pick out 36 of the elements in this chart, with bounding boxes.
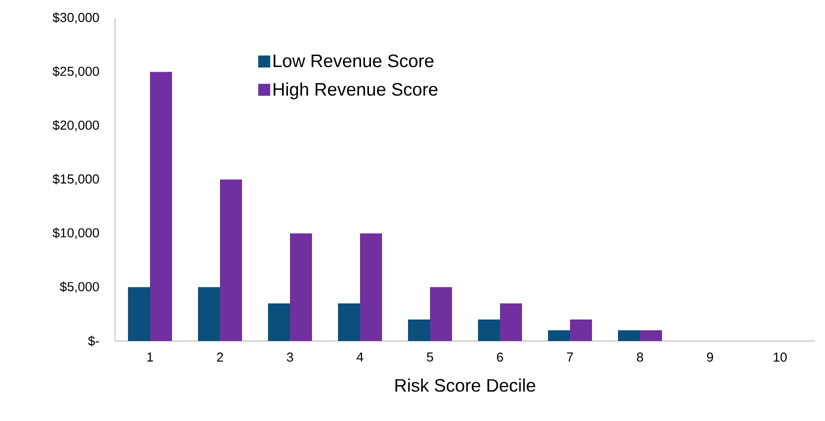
y-tick-label: $30,000 — [52, 12, 99, 24]
bar — [290, 233, 312, 341]
y-tick-label: $5,000 — [60, 282, 99, 293]
x-tick-label: 7 — [567, 352, 573, 362]
y-tick-label: $10,000 — [52, 228, 99, 239]
x-axis-title: Risk Score Decile — [395, 378, 536, 392]
y-tick-label: $15,000 — [52, 174, 99, 186]
bar — [618, 330, 640, 341]
x-tick-label: 10 — [774, 352, 787, 362]
legend-label: Low Revenue Score — [274, 54, 434, 68]
bar — [338, 303, 360, 341]
x-tick-label: 5 — [426, 352, 434, 362]
x-tick-label: 8 — [636, 352, 644, 362]
bar — [570, 319, 592, 341]
x-tick-label: 6 — [497, 352, 504, 362]
x-tick-label: 4 — [356, 352, 364, 362]
bar — [360, 233, 382, 341]
bar — [640, 330, 662, 341]
bar — [430, 287, 452, 341]
bar — [478, 319, 500, 341]
x-tick-label: 9 — [707, 352, 713, 362]
y-tick-label: $25,000 — [52, 66, 99, 78]
bar — [150, 72, 172, 341]
bar — [198, 287, 220, 341]
legend-label: High Revenue Score — [274, 82, 438, 100]
bar — [500, 303, 522, 341]
bar — [128, 287, 150, 341]
bar — [408, 319, 430, 341]
bar — [548, 330, 570, 341]
y-tick-label: $- — [88, 336, 99, 346]
x-tick-label: 2 — [217, 352, 223, 362]
y-tick-label: $20,000 — [52, 120, 99, 132]
x-tick-label: 3 — [286, 352, 294, 362]
bar — [220, 179, 242, 341]
bar — [268, 303, 290, 341]
x-tick-label: 1 — [147, 352, 153, 362]
